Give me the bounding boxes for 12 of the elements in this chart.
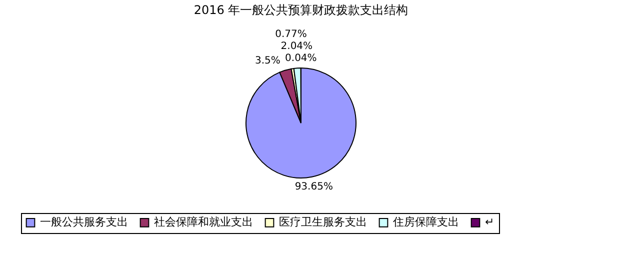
legend-label: 医疗卫生服务支出	[279, 216, 367, 229]
legend-label: 住房保障支出	[393, 216, 459, 229]
legend-label: ↵	[485, 216, 494, 229]
data-label: 2.04%	[280, 41, 313, 52]
chart-title: 2016 年一般公共预算财政拨款支出结构	[194, 3, 408, 17]
data-label: 0.77%	[275, 29, 307, 40]
data-label: 0.04%	[285, 53, 317, 64]
data-label: 93.65%	[294, 182, 333, 193]
pie-slice	[246, 68, 356, 178]
legend-label: 社会保障和就业支出	[154, 216, 253, 229]
data-label: 3.5%	[254, 56, 280, 67]
legend-label: 一般公共服务支出	[40, 216, 128, 229]
